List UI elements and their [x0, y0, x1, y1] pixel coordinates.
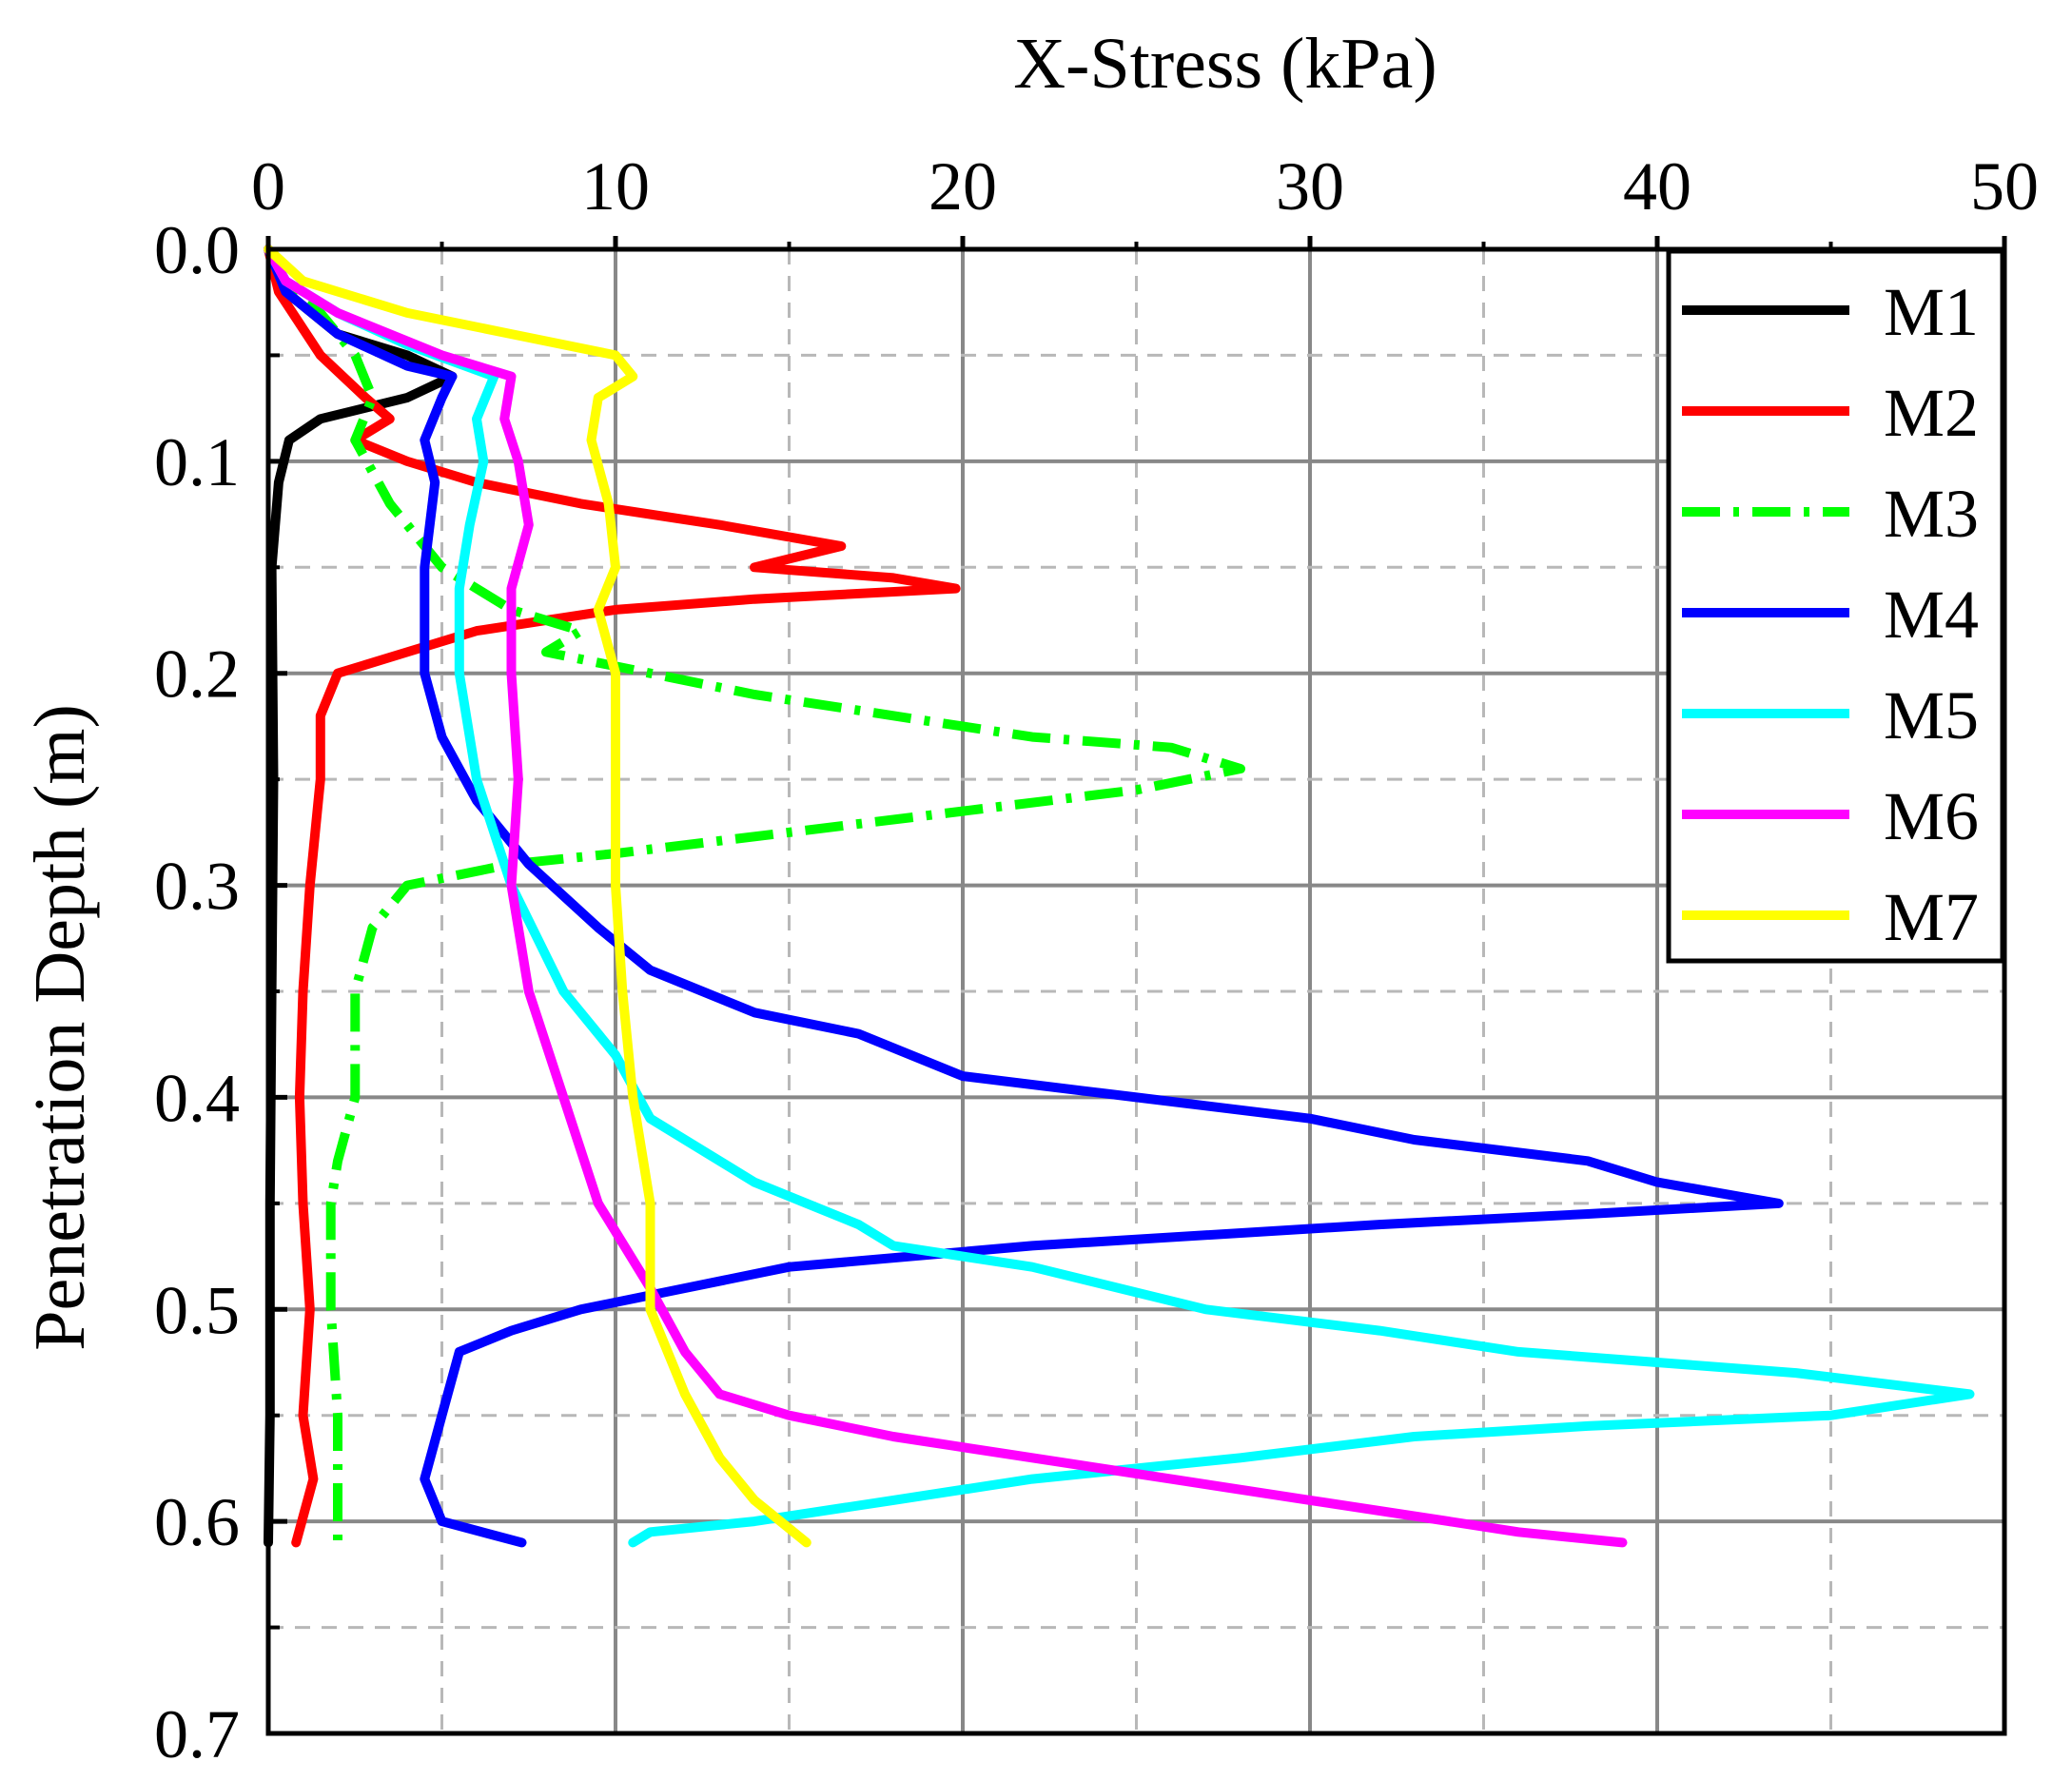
- tick-layer: 0 10 20 30 40 50 0.0 0.1 0.2 0.3 0.4 0.5 0.6 0.7: [154, 148, 2039, 1772]
- x-tick-label: 50: [1970, 148, 2039, 225]
- legend-box: [1666, 248, 2005, 964]
- x-tick-label: 30: [1276, 148, 1344, 225]
- y-tick-label: 0.5: [154, 1272, 240, 1348]
- y-tick-label: 0.2: [154, 636, 240, 713]
- series-line-m7: [264, 245, 811, 1548]
- legend-label-m5: M5: [1884, 677, 1979, 754]
- series-line-m4: [264, 245, 1784, 1548]
- legend-label-m6: M6: [1884, 778, 1979, 854]
- legend-label-m4: M4: [1884, 577, 1979, 653]
- x-tick-label: 0: [251, 148, 285, 225]
- series-line-m3: [264, 247, 1245, 1543]
- legend-label-m7: M7: [1884, 879, 1979, 955]
- y-tick-label: 0.7: [154, 1696, 240, 1772]
- legend: M1 M2 M3 M4 M5 M6 M7: [1666, 248, 2005, 964]
- series-line-m2: [264, 245, 961, 1548]
- x-axis-title: X-Stress (kPa): [1013, 24, 1437, 104]
- legend-label-m1: M1: [1884, 274, 1979, 350]
- y-axis-title: Penetration Depth (m): [20, 704, 100, 1351]
- x-tick-label: 20: [928, 148, 997, 225]
- legend-label-m2: M2: [1884, 375, 1979, 451]
- y-tick-label: 0.6: [154, 1484, 240, 1560]
- legend-label-m3: M3: [1884, 476, 1979, 552]
- y-tick-label: 0.1: [154, 424, 240, 500]
- y-tick-label: 0.4: [154, 1060, 240, 1136]
- y-tick-label: 0.0: [154, 212, 240, 288]
- y-tick-label: 0.3: [154, 849, 240, 925]
- series-line-m6: [264, 245, 1628, 1548]
- series-layer: [264, 245, 1975, 1548]
- series-line-m5: [264, 245, 1975, 1548]
- x-tick-label: 10: [581, 148, 650, 225]
- x-tick-label: 40: [1623, 148, 1691, 225]
